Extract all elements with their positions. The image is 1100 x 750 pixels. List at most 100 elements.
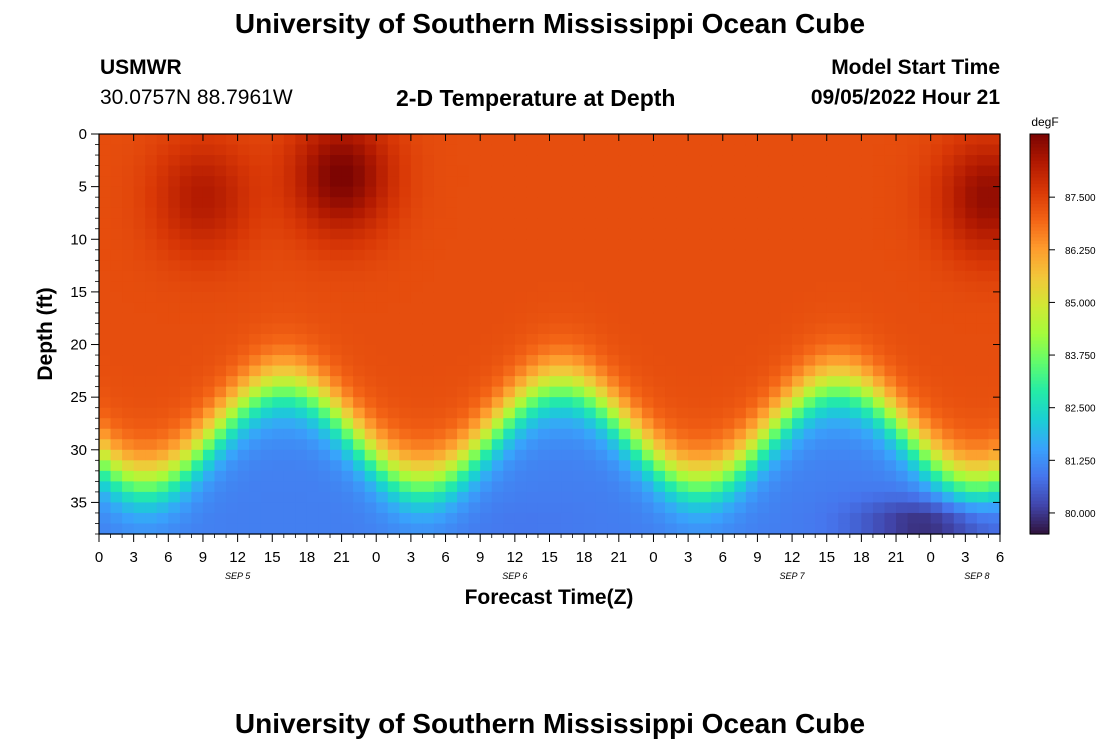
heatmap-cell [491, 144, 504, 156]
heatmap-cell [896, 439, 909, 451]
heatmap-cell [376, 197, 389, 209]
heatmap-cell [757, 197, 770, 209]
heatmap-cell [607, 439, 620, 451]
heatmap-cell [780, 291, 793, 304]
colorbar-segment [1030, 160, 1049, 165]
heatmap-cell [561, 449, 574, 461]
heatmap-cell [468, 312, 481, 325]
heatmap-cell [630, 407, 643, 419]
heatmap-cell [179, 355, 193, 367]
heatmap-cell [815, 197, 828, 209]
heatmap-cell [953, 239, 966, 251]
heatmap-cell [745, 344, 759, 356]
heatmap-cell [630, 418, 643, 430]
colorbar-segment [1030, 137, 1049, 142]
heatmap-cell [768, 344, 782, 356]
heatmap-cell [826, 334, 839, 346]
heatmap-cell [653, 197, 666, 209]
heatmap-cell [757, 249, 770, 261]
heatmap-cell [410, 376, 424, 388]
heatmap-cell [226, 491, 239, 504]
heatmap-cell [572, 334, 585, 346]
heatmap-cell [665, 418, 678, 430]
heatmap-cell [965, 365, 978, 377]
heatmap-cell [99, 449, 112, 461]
heatmap-cell [237, 312, 250, 325]
heatmap-cell [283, 302, 296, 314]
x-tick-label: 0 [927, 549, 935, 566]
heatmap-cell [168, 291, 181, 304]
heatmap-cell [688, 481, 701, 493]
heatmap-cell [549, 228, 562, 240]
heatmap-cell [376, 428, 389, 440]
heatmap-cell [306, 491, 320, 504]
heatmap-cell [295, 270, 308, 282]
heatmap-cell [838, 281, 851, 293]
heatmap-cell [457, 344, 470, 356]
heatmap-cell [665, 249, 678, 261]
heatmap-cell [168, 407, 181, 419]
heatmap-cell [145, 344, 158, 356]
heatmap-cell [364, 376, 377, 388]
heatmap-cell [630, 260, 643, 272]
heatmap-cell [953, 312, 966, 325]
heatmap-cell [376, 270, 389, 282]
heatmap-cell [561, 134, 574, 146]
x-tick-label: 12 [784, 549, 801, 566]
heatmap-cell [110, 449, 123, 461]
heatmap-cell [688, 260, 701, 272]
heatmap-cell [168, 523, 181, 535]
heatmap-cell [503, 144, 516, 156]
heatmap-cell [965, 312, 978, 325]
heatmap-cell [272, 428, 285, 440]
heatmap-cell [145, 260, 158, 272]
heatmap-cell [214, 449, 227, 461]
heatmap-cell [688, 176, 701, 188]
heatmap-cell [249, 312, 262, 325]
heatmap-cell [953, 512, 966, 525]
heatmap-cell [780, 249, 793, 261]
heatmap-cell [387, 302, 400, 314]
heatmap-cell [572, 481, 585, 493]
heatmap-cell [387, 228, 400, 240]
heatmap-cell [861, 355, 874, 367]
heatmap-cell [480, 176, 493, 188]
heatmap-cells [99, 134, 1001, 535]
heatmap-cell [526, 134, 539, 146]
colorbar-segment [1030, 334, 1049, 338]
heatmap-cell [237, 334, 250, 346]
heatmap-cell [815, 344, 828, 356]
heatmap-cell [526, 470, 539, 482]
heatmap-cell [433, 207, 447, 219]
heatmap-cell [237, 376, 250, 388]
heatmap-cell [930, 218, 943, 230]
heatmap-cell [757, 355, 770, 367]
heatmap-cell [896, 407, 909, 419]
heatmap-cell [341, 186, 354, 198]
heatmap-cell [641, 228, 655, 240]
heatmap-cell [953, 281, 966, 293]
heatmap-cell [630, 502, 643, 514]
heatmap-cell [953, 344, 966, 356]
heatmap-cell [468, 176, 481, 188]
heatmap-cell [237, 239, 250, 251]
heatmap-cell [872, 218, 886, 230]
heatmap-cell [133, 502, 146, 514]
heatmap-cell [896, 386, 909, 398]
heatmap-cell [630, 334, 643, 346]
heatmap-cell [745, 165, 759, 177]
heatmap-cell [422, 334, 435, 346]
heatmap-cell [537, 197, 551, 209]
heatmap-cell [364, 344, 377, 356]
heatmap-cell [503, 239, 516, 251]
heatmap-cell [318, 512, 331, 525]
heatmap-cell [872, 428, 886, 440]
heatmap-cell [630, 281, 643, 293]
heatmap-cell [595, 355, 608, 367]
heatmap-cell [433, 407, 447, 419]
heatmap-cell [665, 481, 678, 493]
heatmap-cell [341, 407, 354, 419]
heatmap-cell [815, 186, 828, 198]
heatmap-cell [699, 365, 712, 377]
heatmap-cell [537, 344, 551, 356]
